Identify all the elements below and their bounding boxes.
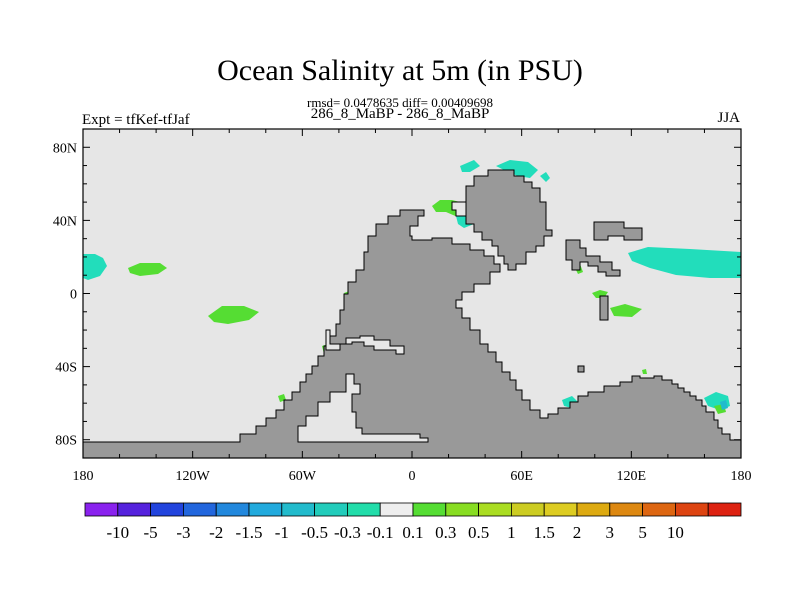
colorbar-box — [84, 502, 119, 517]
colorbar-box — [248, 502, 283, 517]
axis-ticks — [82, 128, 742, 459]
colorbar-box — [675, 502, 709, 517]
colorbar-label-positive: 3 — [606, 523, 615, 542]
anomaly-strong-negative-southeast — [720, 400, 728, 410]
colorbar-label-negative: -5 — [144, 523, 158, 542]
colorbar-labels: -10 -5 -3 -2 -1.5 -1 -0.5 -0.3 -0.1 0.1 0.3 0.5 1 1.5… — [106, 523, 683, 542]
southern-gulf — [297, 373, 429, 443]
inner-sea — [451, 201, 467, 217]
island-east-2 — [565, 239, 621, 277]
colorbar-label-positive: 0.3 — [435, 523, 456, 542]
colorbar-box — [478, 502, 512, 517]
colorbar-box — [379, 502, 414, 517]
plot-title: Ocean Salinity at 5m (in PSU) — [217, 54, 583, 87]
y-tick-label: 80N — [53, 141, 77, 156]
x-tick-label: 180 — [73, 469, 94, 484]
x-tick-label: 180 — [731, 469, 752, 484]
colorbar-label-negative: -10 — [106, 523, 129, 542]
colorbar-label-negative: -1.5 — [236, 523, 263, 542]
colorbar-box — [215, 502, 250, 517]
colorbar-label-positive: 1 — [507, 523, 516, 542]
colorbar-label-positive: 5 — [638, 523, 647, 542]
colorbar-box — [150, 502, 184, 517]
x-tick-label: 60E — [510, 469, 533, 484]
anomaly-negative-westpacific — [628, 247, 741, 278]
colorbar-box — [510, 502, 545, 517]
anomaly-negative-north-1 — [496, 160, 538, 178]
colorbar-box — [576, 502, 611, 517]
colorbar-box — [346, 502, 381, 517]
y-tick-label: 80S — [55, 434, 77, 449]
colorbar-box — [707, 502, 742, 517]
colorbar-label-negative: -0.1 — [367, 523, 394, 542]
anomaly-positive-eastpacific — [128, 263, 167, 276]
colorbar-label-negative: -0.3 — [334, 523, 361, 542]
island-east-4 — [577, 365, 585, 373]
island-east-3 — [599, 295, 609, 321]
continent-northeast — [459, 169, 553, 271]
anomaly-negative-north-4 — [540, 172, 550, 182]
y-tick-label: 40N — [53, 214, 77, 229]
colorbar-label-positive: 10 — [667, 523, 684, 542]
colorbar-label-positive: 0.1 — [402, 523, 423, 542]
colorbar-box — [281, 502, 315, 517]
x-tick-label: 120E — [617, 469, 647, 484]
axis-tick-labels: 180 120W 60W 0 60E 120E 180 80N 40N 0 40S 80S — [53, 141, 752, 484]
plot-subtitle-stats: rmsd= 0.0478635 diff= 0.00409698 — [307, 95, 493, 110]
anomaly-negative-north-2 — [460, 160, 480, 172]
season-label: JJA — [717, 110, 740, 126]
land-mask — [82, 169, 742, 459]
colorbar-label-positive: 0.5 — [468, 523, 489, 542]
colorbar-box — [182, 502, 217, 517]
colorbar — [84, 502, 742, 517]
colorbar-box — [609, 502, 643, 517]
colorbar-box — [314, 502, 348, 517]
colorbar-label-negative: -0.5 — [301, 523, 328, 542]
plot-subtitle-experiment: 286_8_MaBP - 286_8_MaBP — [310, 106, 490, 122]
island-east-1 — [593, 221, 643, 241]
y-tick-label: 0 — [70, 288, 77, 303]
colorbar-label-negative: -1 — [275, 523, 289, 542]
anomaly-positive-coast-9 — [642, 369, 647, 374]
colorbar-box — [445, 502, 479, 517]
anomaly-positive-westpacific-2 — [610, 304, 642, 317]
anomaly-negative-eastpacific — [83, 254, 107, 280]
colorbar-box — [642, 502, 676, 517]
colorbar-box — [543, 502, 578, 517]
colorbar-label-negative: -3 — [176, 523, 190, 542]
x-tick-label: 120W — [176, 469, 211, 484]
colorbar-label-positive: 1.5 — [534, 523, 555, 542]
y-tick-label: 40S — [55, 361, 77, 376]
western-bay — [325, 329, 405, 355]
colorbar-box — [412, 502, 447, 517]
x-tick-label: 0 — [409, 469, 416, 484]
anomaly-positive-centralpacific — [208, 306, 259, 324]
colorbar-label-positive: 2 — [573, 523, 582, 542]
colorbar-box — [117, 502, 152, 517]
experiment-label: Expt = tfKef-tfJaf — [82, 112, 190, 128]
colorbar-label-negative: -2 — [209, 523, 223, 542]
x-tick-label: 60W — [289, 469, 317, 484]
